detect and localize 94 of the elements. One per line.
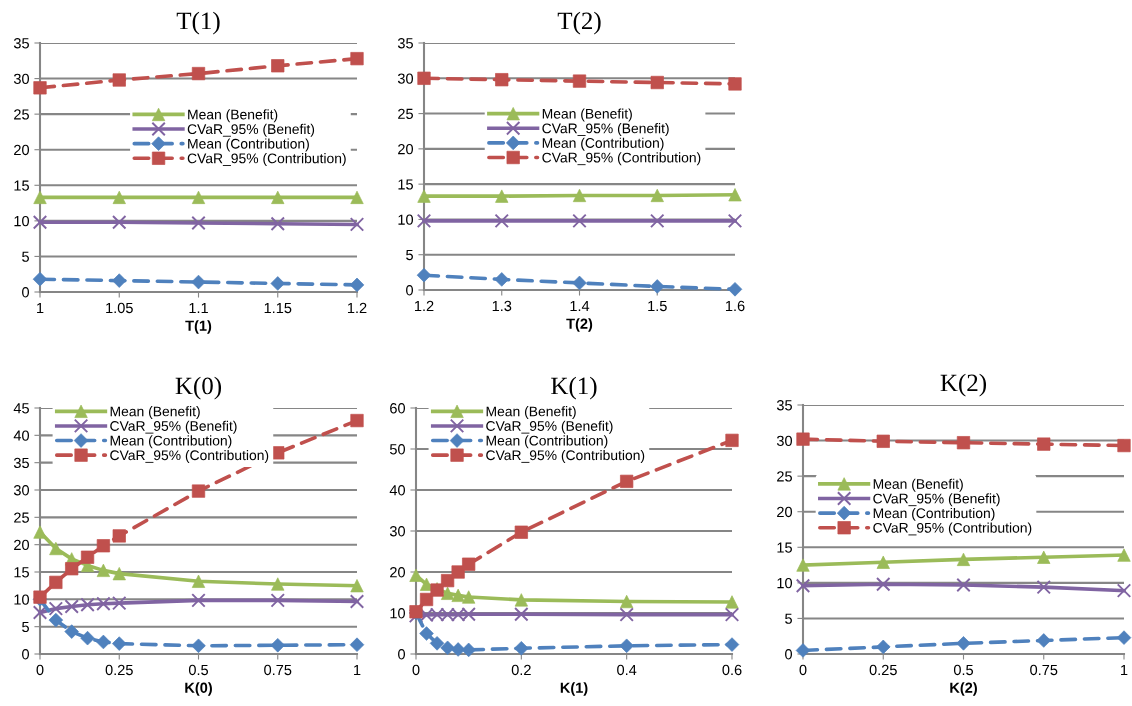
y-tick-label: 30 xyxy=(13,485,30,496)
x-tick-label: 0.25 xyxy=(105,664,133,676)
y-tick-label: 30 xyxy=(389,526,406,537)
chart-title: T(2) xyxy=(557,11,601,35)
y-tick-label: 40 xyxy=(13,430,30,441)
x-tick-label: 0.25 xyxy=(869,664,897,676)
x-axis-title: K(1) xyxy=(560,682,588,696)
x-tick-label: 0.5 xyxy=(188,664,209,676)
x-tick-label: 0.5 xyxy=(953,664,974,676)
legend-label: Mean (Benefit) xyxy=(188,109,278,123)
y-tick-label: 10 xyxy=(390,608,406,619)
legend-label: Mean (Benefit) xyxy=(486,406,576,420)
x-tick-label: 0 xyxy=(799,664,807,676)
y-tick-label: 45 xyxy=(13,403,29,414)
y-tick-label: 20 xyxy=(390,567,406,578)
y-tick-label: 20 xyxy=(398,143,414,155)
y-tick-label: 35 xyxy=(13,457,29,469)
x-tick-label: 1 xyxy=(37,302,44,313)
x-tick-label: 1.05 xyxy=(106,302,133,314)
legend-label: Mean (Contribution) xyxy=(542,137,664,151)
y-tick-label: 5 xyxy=(22,251,29,262)
y-tick-label: 10 xyxy=(14,215,30,227)
y-tick-label: 35 xyxy=(776,400,792,411)
y-tick-label: 35 xyxy=(13,38,29,49)
chart-title: K(2) xyxy=(940,373,986,397)
y-tick-label: 60 xyxy=(390,403,406,414)
y-tick-label: 10 xyxy=(777,577,793,589)
legend-label: Mean (Contribution) xyxy=(873,507,995,521)
legend-label: CVaR_95% (Benefit) xyxy=(187,123,315,137)
y-tick-label: 25 xyxy=(777,471,792,482)
x-axis-title: K(2) xyxy=(950,682,977,696)
y-tick-label: 10 xyxy=(14,594,30,605)
x-axis-title: T(2) xyxy=(566,318,593,332)
legend-label: CVaR_95% (Benefit) xyxy=(110,420,237,434)
chart-title: K(0) xyxy=(175,376,221,400)
y-tick-label: 0 xyxy=(785,649,793,660)
y-tick-label: 20 xyxy=(777,506,793,518)
y-tick-label: 25 xyxy=(14,512,29,523)
y-tick-label: 0 xyxy=(22,649,30,660)
legend-label: CVaR_95% (Benefit) xyxy=(873,493,1000,507)
y-tick-label: 30 xyxy=(397,73,414,84)
x-axis-title: T(1) xyxy=(185,320,212,334)
y-tick-label: 0 xyxy=(406,285,414,296)
y-tick-label: 50 xyxy=(389,444,406,455)
y-tick-label: 40 xyxy=(389,485,406,496)
chart-title: K(1) xyxy=(551,376,597,400)
y-tick-label: 5 xyxy=(785,613,792,624)
y-tick-label: 15 xyxy=(14,180,29,191)
y-tick-label: 0 xyxy=(22,287,30,298)
x-tick-label: 0 xyxy=(36,664,44,676)
legend-label: CVaR_95% (Contribution) xyxy=(187,153,346,167)
legend-label: CVaR_95% (Contribution) xyxy=(486,449,645,463)
x-tick-label: 1.6 xyxy=(725,300,745,312)
y-tick-label: 10 xyxy=(398,214,414,225)
legend-label: CVaR_95% (Benefit) xyxy=(486,420,613,434)
x-tick-label: 0.6 xyxy=(722,664,742,676)
legend-label: CVaR_95% (Benefit) xyxy=(542,123,669,137)
x-tick-label: 1.15 xyxy=(264,302,292,314)
y-tick-label: 20 xyxy=(14,539,30,551)
x-tick-label: 1.2 xyxy=(414,300,434,311)
y-tick-label: 5 xyxy=(22,621,29,633)
y-tick-label: 15 xyxy=(398,179,413,190)
chart-title: T(1) xyxy=(176,11,220,35)
x-tick-label: 0.75 xyxy=(1030,664,1058,676)
y-tick-label: 25 xyxy=(14,109,29,120)
y-tick-label: 15 xyxy=(777,542,792,553)
y-tick-label: 0 xyxy=(398,649,406,660)
legend-label: CVaR_95% (Contribution) xyxy=(873,522,1032,536)
x-tick-label: 1.3 xyxy=(492,300,512,312)
x-tick-label: 1.4 xyxy=(570,300,590,311)
y-tick-label: 30 xyxy=(776,435,793,446)
x-tick-label: 1 xyxy=(1121,664,1128,675)
x-tick-label: 0.4 xyxy=(617,664,637,676)
y-tick-label: 5 xyxy=(406,249,413,261)
x-tick-label: 0.75 xyxy=(264,664,292,676)
x-tick-label: 1.5 xyxy=(648,300,667,312)
legend-label: CVaR_95% (Contribution) xyxy=(542,152,701,166)
legend-label: Mean (Benefit) xyxy=(873,478,963,492)
x-tick-label: 0.2 xyxy=(511,664,531,676)
y-tick-label: 25 xyxy=(398,108,413,119)
x-tick-label: 1.1 xyxy=(189,302,208,313)
x-tick-label: 1.2 xyxy=(347,302,367,313)
x-axis-title: K(0) xyxy=(185,682,212,696)
legend-label: Mean (Contribution) xyxy=(486,435,608,449)
x-tick-label: 1 xyxy=(354,664,361,675)
legend-label: Mean (Contribution) xyxy=(188,138,309,152)
legend-label: Mean (Benefit) xyxy=(110,406,200,420)
y-tick-label: 35 xyxy=(397,38,413,49)
legend-label: Mean (Benefit) xyxy=(542,108,632,122)
legend-label: Mean (Contribution) xyxy=(110,435,232,449)
legend-label: CVaR_95% (Contribution) xyxy=(110,449,269,463)
y-tick-label: 20 xyxy=(14,144,30,156)
y-tick-label: 15 xyxy=(14,567,29,578)
y-tick-label: 30 xyxy=(13,73,30,84)
